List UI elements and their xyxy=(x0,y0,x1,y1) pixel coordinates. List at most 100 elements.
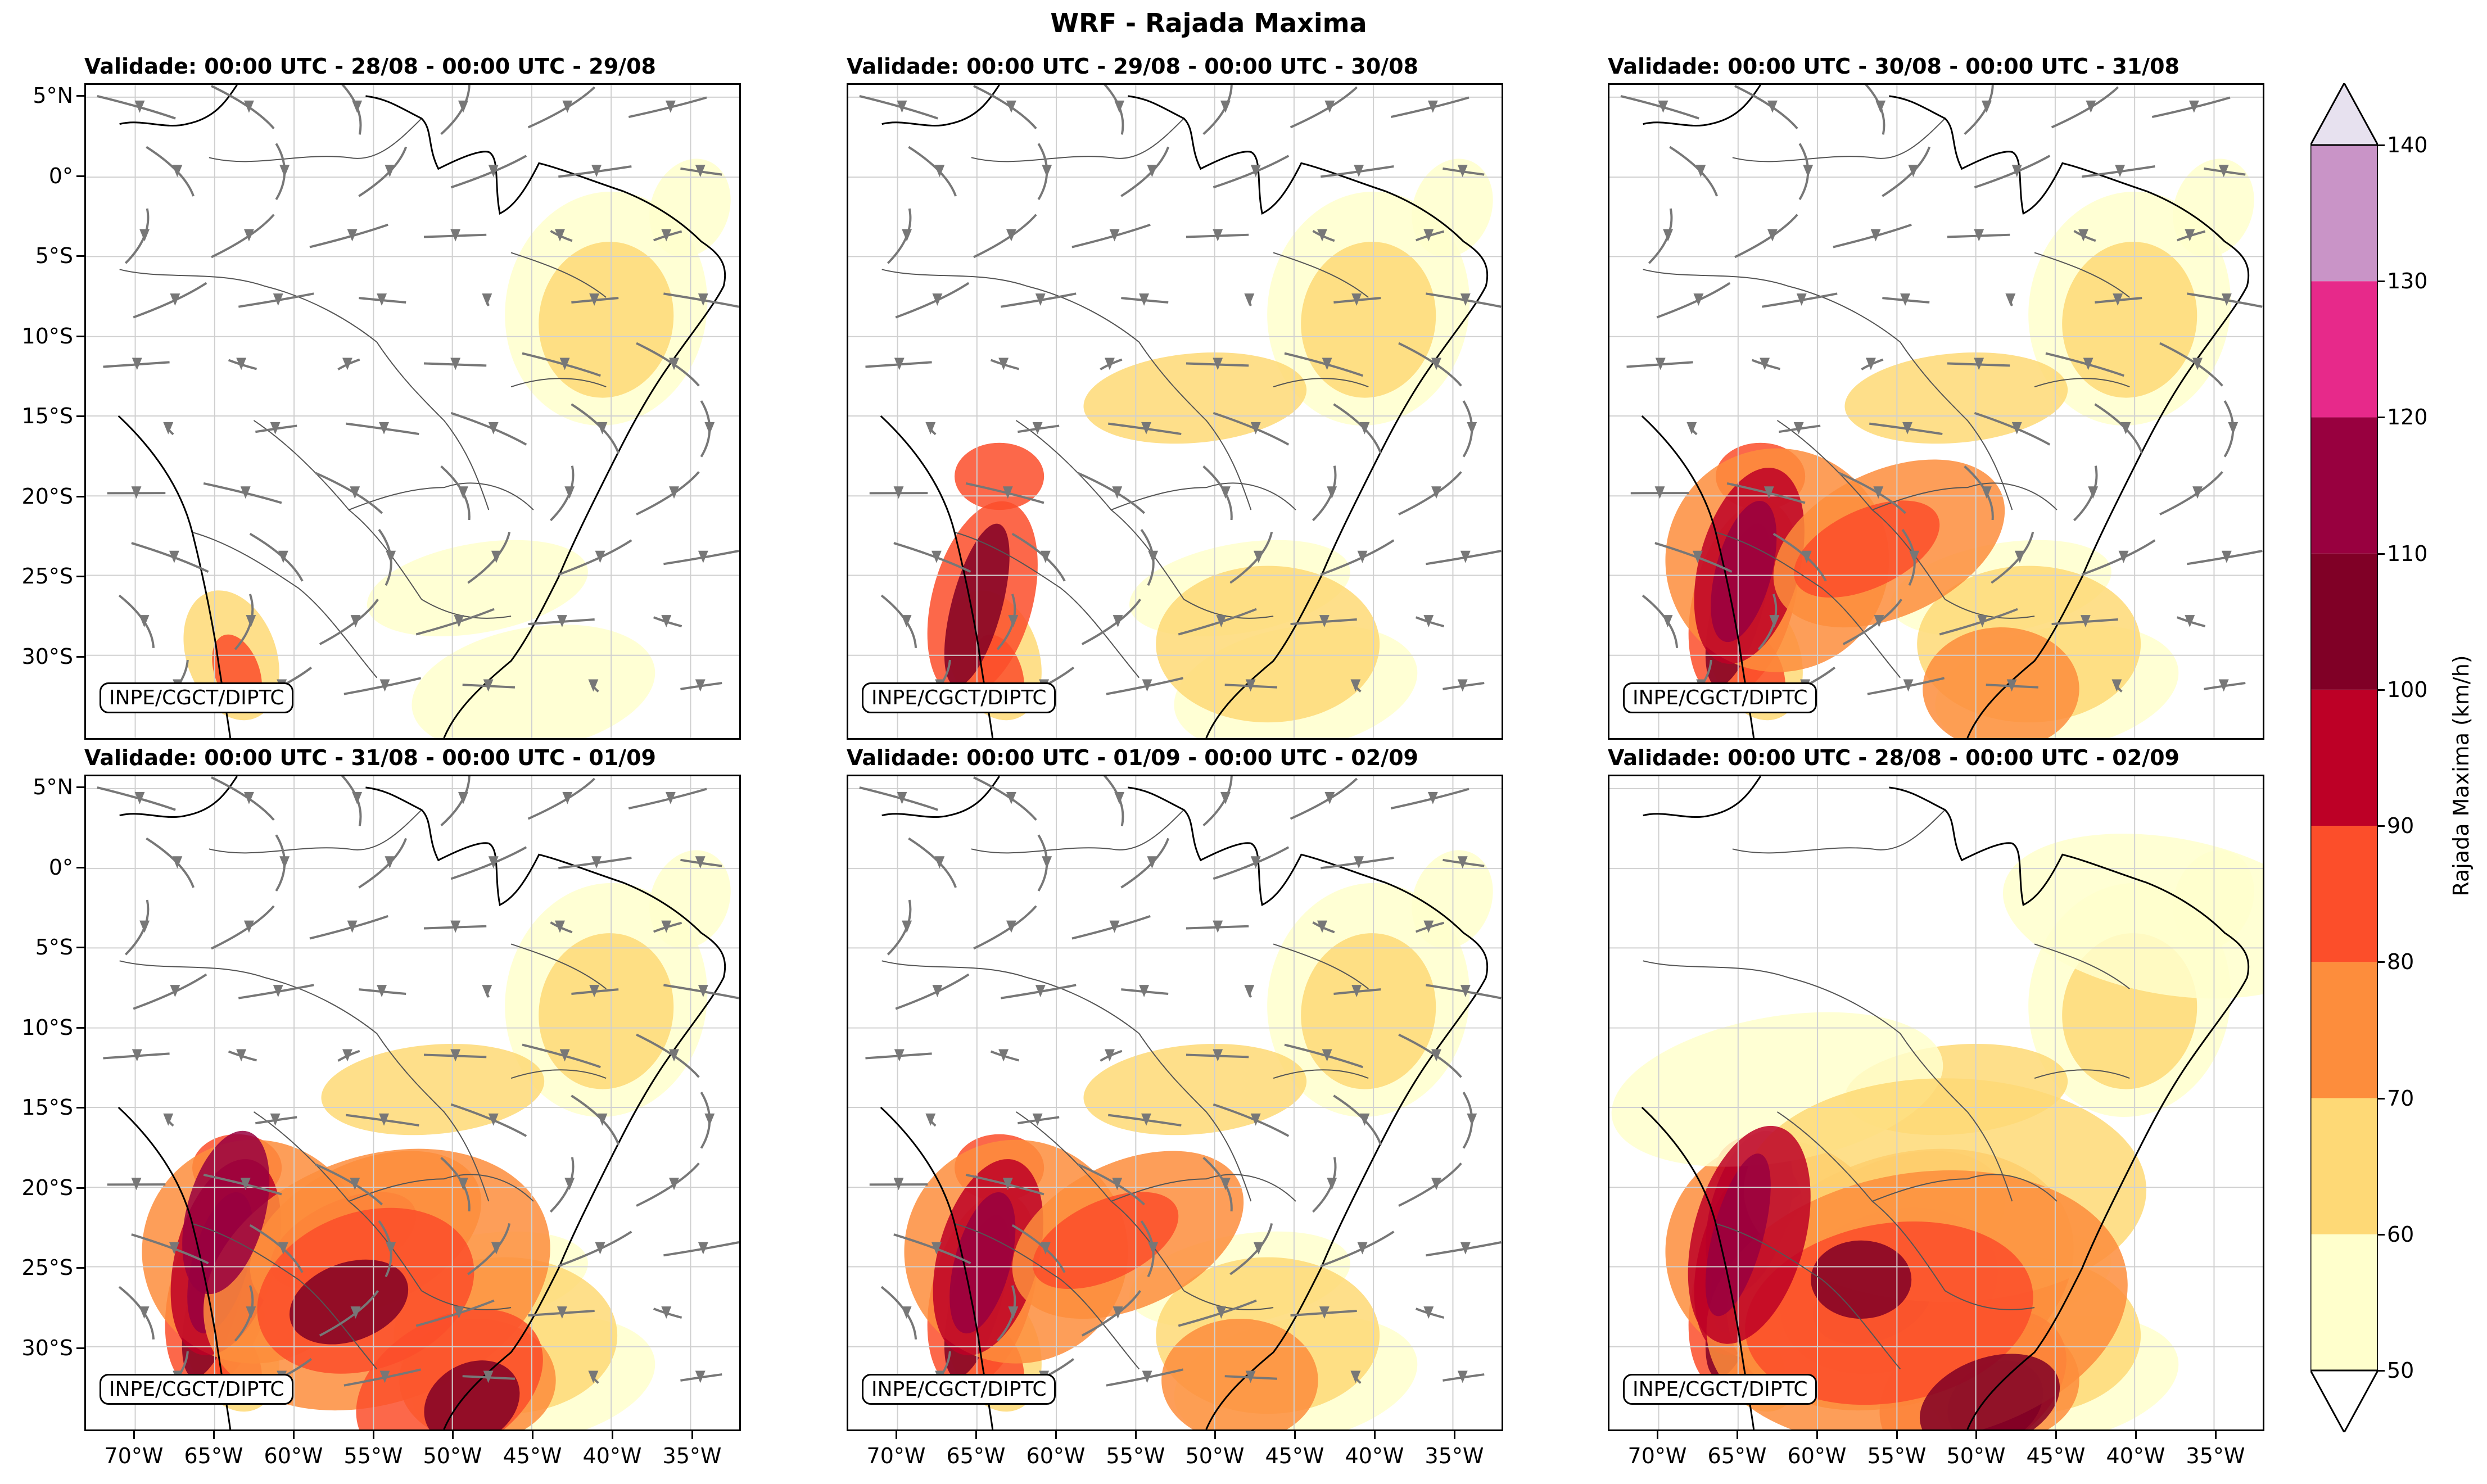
streamline-arrow xyxy=(240,486,251,499)
streamline-arrow xyxy=(139,615,150,628)
gust-field xyxy=(183,159,731,738)
streamline xyxy=(2051,86,2119,129)
streamline-arrow xyxy=(925,1113,936,1126)
streamline xyxy=(211,905,275,950)
streamline-arrow xyxy=(170,293,180,306)
streamline-arrow xyxy=(2221,550,2232,563)
streamline-arrow xyxy=(1457,165,1468,178)
streamline-arrow xyxy=(1457,679,1468,692)
wind-streamlines xyxy=(859,776,1502,1405)
streamline-arrow xyxy=(350,615,361,628)
streamline-arrow xyxy=(273,985,283,997)
streamline-arrow xyxy=(342,358,352,370)
lon-tick-label: 60°W xyxy=(1787,1444,1847,1468)
colorbar-tick-label: 60 xyxy=(2387,1221,2414,1247)
streamline-arrow xyxy=(1873,486,1884,499)
streamline-arrow xyxy=(450,229,461,242)
streamline xyxy=(1734,214,1798,259)
streamline-arrow xyxy=(350,1178,360,1191)
lat-tick-label: 25°S xyxy=(21,1255,73,1280)
streamline-arrow xyxy=(488,165,499,178)
gust-field xyxy=(142,850,731,1429)
streamline-arrow xyxy=(893,486,904,499)
streamline xyxy=(1290,777,1358,820)
colorbar-tick xyxy=(2378,1233,2385,1236)
streamline-arrow xyxy=(1977,615,1988,628)
lon-tick xyxy=(532,1431,533,1439)
streamline-arrow xyxy=(597,422,608,435)
streamline-arrow xyxy=(1903,679,1914,692)
lon-tick xyxy=(1737,1431,1738,1439)
streamline-arrow xyxy=(488,856,499,869)
streamline-arrow xyxy=(458,1178,468,1191)
streamline xyxy=(440,776,471,827)
streamline xyxy=(628,96,707,119)
lat-tick xyxy=(76,415,84,417)
streamline-arrow xyxy=(1147,165,1157,178)
streamline-arrow xyxy=(2118,550,2129,563)
lat-tick-label: 25°S xyxy=(21,564,73,589)
streamline-arrow xyxy=(591,165,602,178)
streamline-arrow xyxy=(698,1242,708,1255)
streamline-arrow xyxy=(589,293,600,306)
lon-tick-label: 65°W xyxy=(946,1444,1006,1468)
streamline-arrow xyxy=(1245,1370,1256,1383)
lat-tick xyxy=(76,576,84,577)
streamline xyxy=(1120,146,1170,197)
streamline xyxy=(1120,838,1170,889)
credit-label: INPE/CGCT/DIPTC xyxy=(862,1374,1056,1405)
lon-tick xyxy=(293,1431,295,1439)
streamline-arrow xyxy=(1216,615,1227,628)
streamline xyxy=(1202,85,1233,135)
panel-title-6: Validade: 00:00 UTC - 28/08 - 00:00 UTC … xyxy=(1608,745,2179,770)
streamline xyxy=(358,146,408,197)
colorbar-tick xyxy=(2378,1370,2385,1372)
streamline xyxy=(1656,282,1731,319)
streamline-arrow xyxy=(698,985,708,997)
colorbar-tick-label: 110 xyxy=(2387,541,2428,566)
lon-tick xyxy=(1294,1431,1296,1439)
streamline-arrow xyxy=(488,422,499,435)
streamline-arrow xyxy=(342,1049,352,1062)
streamline-arrow xyxy=(1760,358,1770,370)
streamline-arrow xyxy=(934,165,945,178)
streamline-arrow xyxy=(2086,100,2096,113)
streamline-arrow xyxy=(1767,229,1778,242)
graticule xyxy=(86,776,739,1429)
gust-area xyxy=(539,242,674,398)
streamline-arrow xyxy=(1327,1178,1337,1191)
graticule xyxy=(1609,85,2263,738)
streamline-arrow xyxy=(1981,486,1992,499)
streamline-arrow xyxy=(1040,550,1051,563)
streamline-arrow xyxy=(1002,1178,1013,1191)
streamline-arrow xyxy=(2185,229,2195,242)
streamline-arrow xyxy=(595,550,605,563)
lon-tick xyxy=(1374,1431,1376,1439)
map-panel-1: INPE/CGCT/DIPTC xyxy=(84,83,741,740)
lon-tick xyxy=(2055,1431,2057,1439)
gust-area xyxy=(412,625,655,738)
lon-tick xyxy=(1657,1431,1658,1439)
country-borders xyxy=(1643,809,2130,1370)
colorbar-tick-label: 70 xyxy=(2387,1085,2414,1111)
colorbar-tick xyxy=(2378,280,2385,283)
streamline-arrow xyxy=(1460,293,1471,306)
gust-area xyxy=(1301,933,1436,1089)
streamline-arrow xyxy=(1250,1113,1261,1126)
lon-tick-label: 45°W xyxy=(2026,1444,2086,1468)
streamline-arrow xyxy=(934,856,945,869)
streamline-arrow xyxy=(1113,1306,1123,1319)
streamline-arrow xyxy=(1104,358,1115,370)
streamline-arrow xyxy=(169,1242,179,1255)
streamline-arrow xyxy=(1032,422,1043,435)
lon-tick-label: 45°W xyxy=(1265,1444,1324,1468)
colorbar-tick-label: 50 xyxy=(2387,1358,2414,1383)
streamline-arrow xyxy=(2113,293,2123,306)
streamline-arrow xyxy=(589,985,600,997)
streamline-arrow xyxy=(491,550,501,563)
streamline-arrow xyxy=(131,1178,142,1191)
streamline-arrow xyxy=(134,791,145,804)
streamline xyxy=(1974,155,2051,189)
streamline-arrow xyxy=(131,486,142,499)
streamline-arrow xyxy=(2083,358,2093,370)
